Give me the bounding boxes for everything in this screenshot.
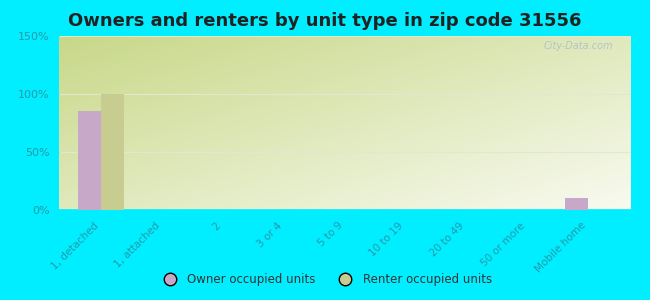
Bar <box>565 198 588 210</box>
Bar <box>78 111 101 210</box>
Text: City-Data.com: City-Data.com <box>543 41 614 51</box>
Bar <box>101 94 124 210</box>
Legend: Owner occupied units, Renter occupied units: Owner occupied units, Renter occupied un… <box>153 269 497 291</box>
Text: Owners and renters by unit type in zip code 31556: Owners and renters by unit type in zip c… <box>68 12 582 30</box>
